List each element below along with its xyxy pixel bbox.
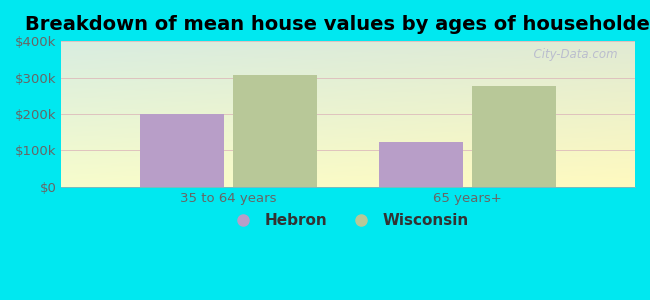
Text: City-Data.com: City-Data.com [526, 48, 618, 62]
Bar [140, 114, 224, 187]
Bar [473, 85, 556, 187]
Bar [379, 142, 463, 187]
Legend: Hebron, Wisconsin: Hebron, Wisconsin [222, 207, 474, 235]
Title: Breakdown of mean house values by ages of householders: Breakdown of mean house values by ages o… [25, 15, 650, 34]
Bar [233, 75, 317, 187]
